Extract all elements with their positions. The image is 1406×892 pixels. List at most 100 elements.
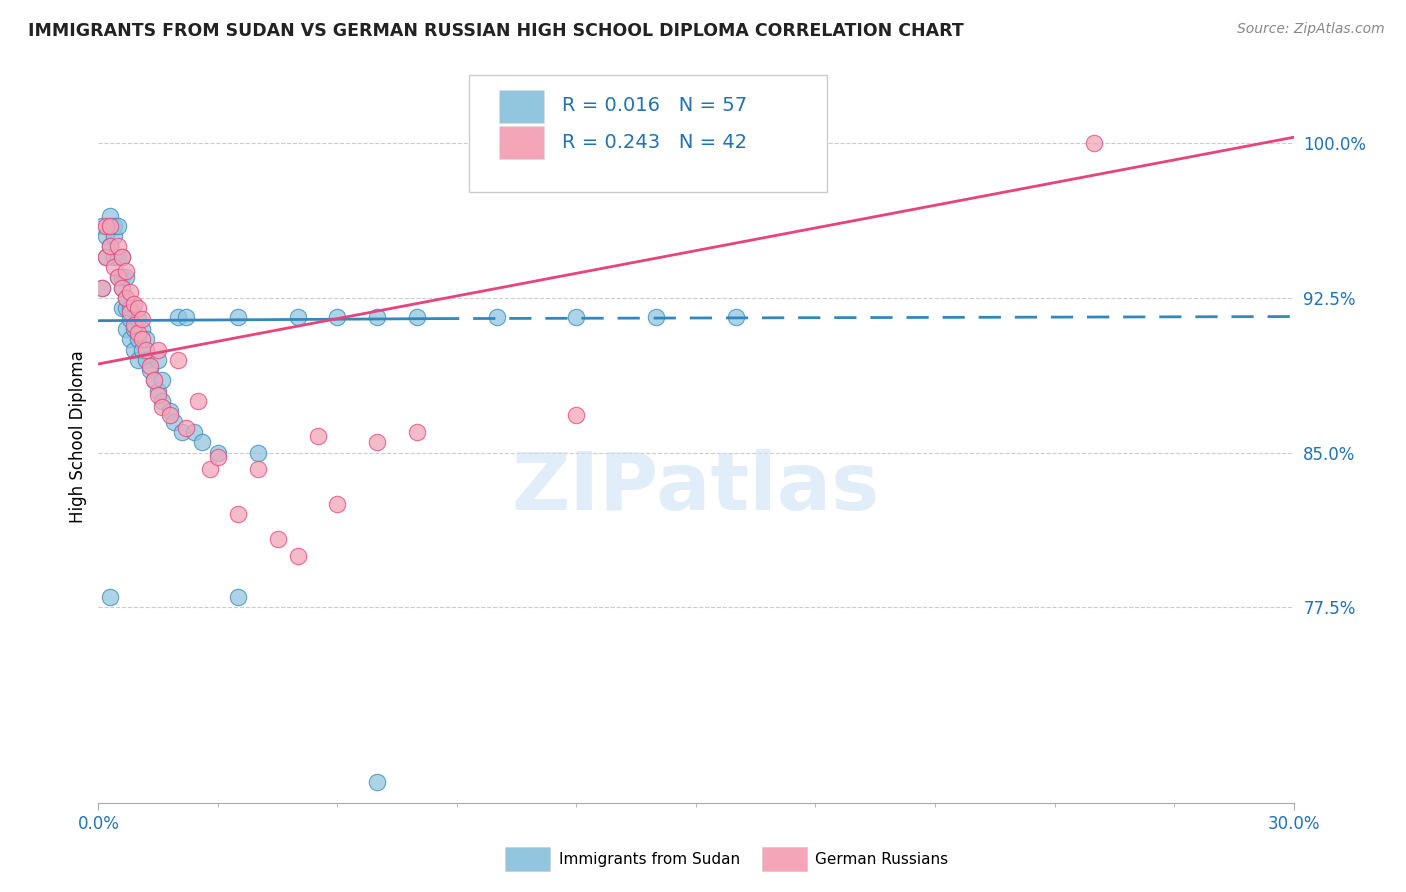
Point [107, 250, 129, 264]
Point [174, 421, 197, 435]
Point [91, 281, 114, 295]
Text: German Russians: German Russians [815, 852, 949, 867]
Point [174, 310, 197, 324]
Point [98, 219, 122, 233]
Point [127, 326, 149, 340]
Text: ZIPatlas: ZIPatlas [512, 450, 880, 527]
Point [366, 310, 388, 324]
Point [103, 250, 125, 264]
Point [724, 310, 747, 324]
Point [163, 415, 186, 429]
Point [107, 219, 129, 233]
Point [150, 373, 173, 387]
Point [107, 270, 129, 285]
Point [98, 590, 122, 604]
Point [107, 239, 129, 253]
FancyBboxPatch shape [505, 847, 550, 871]
Text: IMMIGRANTS FROM SUDAN VS GERMAN RUSSIAN HIGH SCHOOL DIPLOMA CORRELATION CHART: IMMIGRANTS FROM SUDAN VS GERMAN RUSSIAN … [28, 22, 965, 40]
Point [127, 332, 149, 346]
Point [159, 409, 181, 423]
Point [131, 322, 153, 336]
Point [111, 270, 134, 285]
Text: R = 0.243   N = 42: R = 0.243 N = 42 [562, 133, 747, 152]
Point [645, 310, 668, 324]
Y-axis label: High School Diploma: High School Diploma [69, 351, 87, 524]
Point [124, 297, 146, 311]
Text: R = 0.016   N = 57: R = 0.016 N = 57 [562, 96, 747, 115]
Point [326, 497, 349, 511]
Point [406, 425, 429, 439]
Point [150, 394, 173, 409]
FancyBboxPatch shape [470, 75, 828, 192]
Point [107, 270, 129, 285]
Point [1083, 136, 1105, 151]
Point [124, 318, 146, 332]
Point [96, 229, 118, 244]
Point [187, 394, 209, 409]
Point [207, 450, 229, 464]
Point [115, 291, 138, 305]
Point [366, 775, 388, 789]
Point [139, 359, 162, 373]
Point [111, 281, 134, 295]
Point [98, 239, 122, 253]
Point [226, 310, 249, 324]
Point [98, 219, 122, 233]
Point [172, 425, 194, 439]
Point [307, 429, 329, 443]
Point [120, 285, 142, 299]
Point [96, 250, 118, 264]
Point [287, 310, 309, 324]
Point [226, 590, 249, 604]
Point [150, 401, 173, 415]
Point [366, 435, 388, 450]
Point [127, 311, 149, 326]
Point [120, 311, 142, 326]
Point [167, 352, 190, 367]
Point [139, 363, 162, 377]
Point [115, 301, 138, 316]
Point [135, 343, 157, 357]
Point [135, 352, 157, 367]
Point [91, 281, 114, 295]
FancyBboxPatch shape [499, 90, 544, 122]
Point [124, 322, 146, 336]
Point [131, 332, 153, 346]
Point [148, 352, 170, 367]
Point [98, 239, 122, 253]
Point [183, 425, 205, 439]
Point [111, 250, 134, 264]
Point [148, 384, 170, 398]
Point [131, 311, 153, 326]
Point [267, 532, 290, 546]
Point [148, 343, 170, 357]
Point [120, 332, 142, 346]
Point [226, 508, 249, 522]
FancyBboxPatch shape [762, 847, 807, 871]
Point [287, 549, 309, 563]
Text: Source: ZipAtlas.com: Source: ZipAtlas.com [1237, 22, 1385, 37]
Point [565, 409, 588, 423]
Point [127, 301, 149, 316]
Point [485, 310, 508, 324]
Point [326, 310, 349, 324]
Point [115, 270, 138, 285]
Point [406, 310, 429, 324]
Point [124, 343, 146, 357]
Point [120, 305, 142, 319]
Point [91, 219, 114, 233]
Point [115, 291, 138, 305]
Point [103, 229, 125, 244]
Point [96, 250, 118, 264]
Point [115, 322, 138, 336]
Point [143, 373, 166, 387]
Point [111, 281, 134, 295]
Point [198, 462, 221, 476]
Point [103, 219, 125, 233]
Point [120, 301, 142, 316]
Point [207, 445, 229, 459]
FancyBboxPatch shape [499, 126, 544, 159]
Point [135, 332, 157, 346]
Point [246, 445, 269, 459]
Point [167, 310, 190, 324]
